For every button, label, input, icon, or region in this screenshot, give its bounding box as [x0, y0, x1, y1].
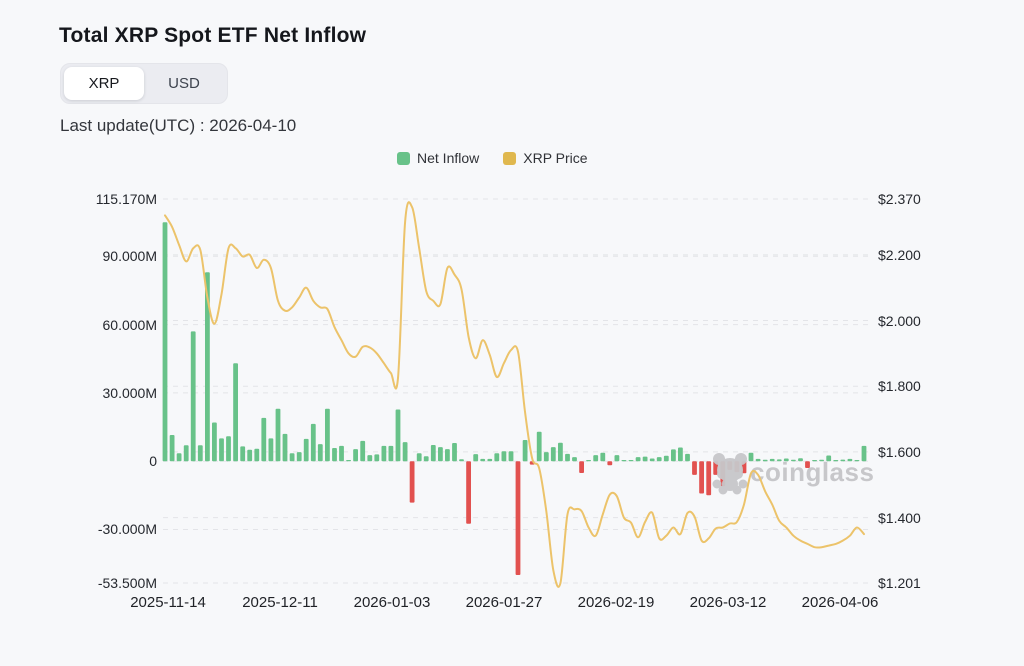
x-axis-label: 2025-11-14: [130, 594, 206, 611]
y-axis-right-label: $1.201: [878, 575, 921, 591]
y-axis-left-label: -53.500M: [97, 575, 157, 591]
last-update-text: Last update(UTC) : 2026-04-10: [60, 116, 297, 135]
y-axis-left-label: 60.000M: [102, 316, 157, 333]
unit-toggle: XRP USD: [60, 63, 228, 104]
y-axis-right-label: $1.600: [878, 443, 921, 460]
coinglass-watermark: coinglass: [750, 457, 874, 487]
y-axis-left-label: 90.000M: [102, 248, 157, 265]
legend-item-net-inflow[interactable]: Net Inflow: [397, 150, 479, 166]
x-axis-label: 2026-02-19: [577, 594, 655, 611]
legend-label: Net Inflow: [417, 150, 480, 166]
y-axis-right-label: $2.000: [878, 312, 921, 329]
tab-xrp[interactable]: XRP: [64, 67, 144, 100]
xrp-price-swatch-icon: [503, 151, 517, 165]
tab-usd[interactable]: USD: [168, 75, 200, 92]
y-axis-left-label: 115.170M: [95, 191, 157, 207]
y-axis-right-label: $1.400: [878, 509, 921, 526]
y-axis-left-label: 30.000M: [102, 384, 157, 401]
coinglass-logo-icon: [712, 453, 748, 495]
legend-item-xrp-price[interactable]: XRP Price: [503, 150, 588, 166]
y-axis-left-label: 0: [149, 453, 157, 470]
net-inflow-swatch-icon: [397, 151, 410, 165]
legend-label: XRP Price: [523, 150, 588, 166]
page-title: Total XRP Spot ETF Net Inflow: [59, 24, 367, 47]
x-axis-label: 2025-12-11: [242, 594, 318, 611]
y-axis-right-label: $2.200: [878, 246, 921, 263]
y-axis-left-label: -30.000M: [97, 521, 157, 538]
y-axis-right-label: $1.800: [878, 378, 921, 395]
x-axis-label: 2026-04-06: [801, 594, 879, 611]
y-axis-right-label: $2.370: [878, 191, 921, 207]
x-axis-label: 2026-03-12: [689, 594, 767, 611]
chart-legend: Net Inflow XRP Price: [397, 150, 588, 166]
x-axis-label: 2026-01-03: [353, 594, 431, 611]
x-axis-label: 2026-01-27: [465, 594, 543, 611]
